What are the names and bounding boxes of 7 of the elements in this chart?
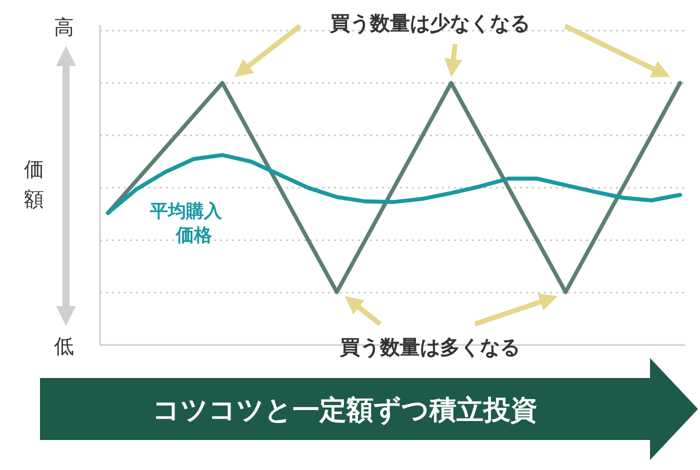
text: 買う数量は少なくなる (329, 11, 530, 35)
series-label: 平均購入価格 (149, 201, 223, 246)
text: 高 (54, 15, 74, 39)
y-axis-title: 価額 (24, 157, 44, 211)
text: 低 (54, 334, 74, 358)
x-axis-title: コツコツと一定額ずつ積立投資 (152, 395, 538, 426)
annotation: 買う数量は多くなる (339, 335, 520, 359)
